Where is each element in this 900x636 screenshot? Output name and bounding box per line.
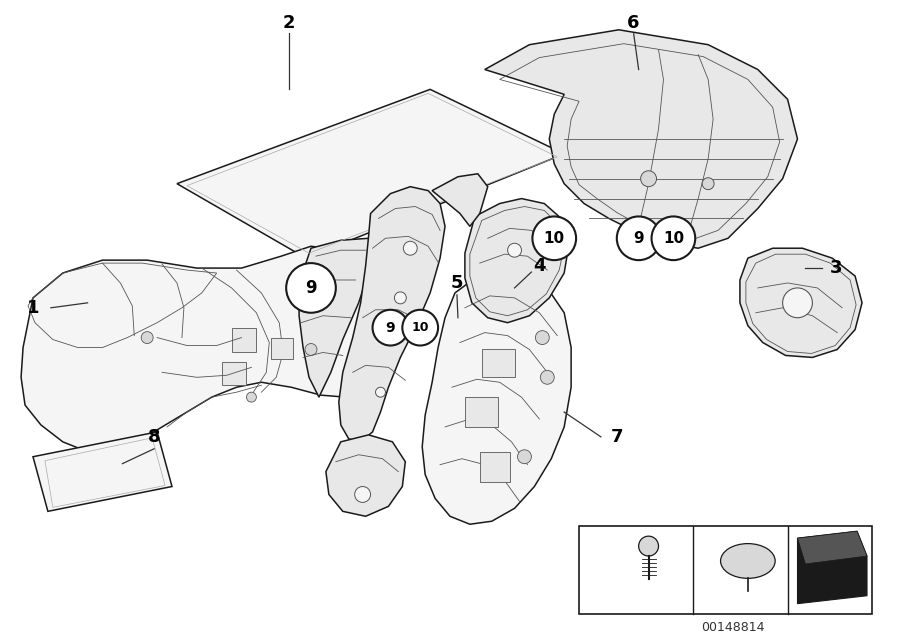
Polygon shape — [338, 186, 445, 442]
Polygon shape — [299, 238, 371, 397]
Polygon shape — [33, 432, 172, 511]
Text: 9: 9 — [634, 231, 644, 245]
Circle shape — [702, 177, 714, 190]
Ellipse shape — [721, 544, 775, 578]
Text: 10: 10 — [662, 231, 684, 245]
Text: 3: 3 — [830, 259, 842, 277]
Circle shape — [402, 310, 438, 345]
Circle shape — [373, 310, 409, 345]
Polygon shape — [231, 328, 256, 352]
Circle shape — [639, 536, 659, 556]
Text: 5: 5 — [451, 274, 464, 292]
Circle shape — [540, 370, 554, 384]
Circle shape — [141, 331, 153, 343]
Text: 00148814: 00148814 — [701, 621, 765, 633]
Circle shape — [616, 216, 661, 260]
Polygon shape — [21, 246, 381, 452]
Circle shape — [641, 171, 656, 186]
Circle shape — [508, 243, 521, 257]
Circle shape — [403, 241, 418, 255]
Circle shape — [652, 216, 695, 260]
Text: 4: 4 — [533, 257, 545, 275]
Text: 8: 8 — [148, 428, 160, 446]
Circle shape — [305, 343, 317, 356]
Text: 7: 7 — [610, 428, 623, 446]
Polygon shape — [465, 397, 498, 427]
Text: 9: 9 — [305, 279, 317, 297]
Circle shape — [783, 288, 813, 318]
Polygon shape — [740, 248, 862, 357]
Polygon shape — [797, 531, 867, 604]
Polygon shape — [480, 452, 509, 481]
Text: 10: 10 — [544, 231, 565, 245]
Circle shape — [247, 392, 256, 402]
Circle shape — [518, 450, 531, 464]
Circle shape — [355, 487, 371, 502]
Polygon shape — [177, 90, 564, 258]
Circle shape — [533, 216, 576, 260]
Circle shape — [286, 263, 336, 313]
Text: 1: 1 — [27, 299, 40, 317]
Polygon shape — [326, 435, 405, 516]
Polygon shape — [271, 338, 293, 359]
Text: 2: 2 — [283, 14, 295, 32]
Polygon shape — [485, 30, 797, 248]
Polygon shape — [221, 363, 247, 385]
Text: 9: 9 — [703, 547, 713, 561]
Circle shape — [394, 292, 406, 304]
Circle shape — [536, 331, 549, 345]
FancyBboxPatch shape — [579, 526, 872, 614]
Polygon shape — [422, 270, 572, 524]
Text: 9: 9 — [385, 321, 395, 335]
Polygon shape — [432, 174, 488, 226]
Polygon shape — [465, 198, 569, 322]
Text: 10: 10 — [588, 547, 607, 561]
Text: 10: 10 — [411, 321, 429, 334]
Text: 6: 6 — [626, 14, 639, 32]
Circle shape — [375, 387, 385, 397]
Polygon shape — [797, 531, 867, 564]
Polygon shape — [482, 350, 515, 377]
